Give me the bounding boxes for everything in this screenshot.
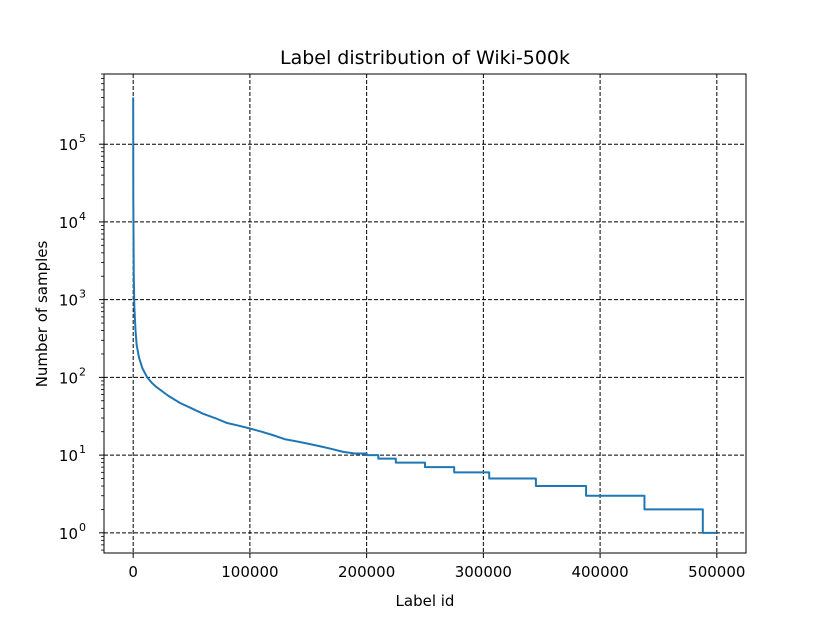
y-tick-label: 10: [59, 369, 78, 387]
series-line: [132, 97, 717, 534]
x-tick-label: 300000: [455, 563, 512, 581]
y-tick-exponent: 5: [79, 132, 86, 145]
y-tick-label: 10: [59, 214, 78, 232]
chart-title: Label distribution of Wiki-500k: [280, 47, 570, 69]
x-axis-ticks: 0 100000 200000 300000 400000 500000: [128, 553, 745, 581]
plot-frame: [103, 73, 747, 554]
y-axis-label: Number of samples: [33, 241, 51, 388]
y-tick-exponent: 0: [79, 521, 86, 534]
series-layer: [132, 97, 717, 534]
y-tick-exponent: 4: [79, 210, 86, 223]
y-tick-label: 10: [59, 136, 78, 154]
x-axis-label: Label id: [396, 592, 455, 610]
y-tick-label: 10: [59, 292, 78, 310]
x-tick-label: 0: [128, 563, 138, 581]
x-tick-label: 200000: [338, 563, 395, 581]
x-tick-label: 400000: [571, 563, 628, 581]
y-tick-exponent: 2: [79, 365, 86, 378]
y-tick-label: 10: [59, 447, 78, 465]
y-tick-exponent: 3: [79, 288, 86, 301]
grid: [104, 74, 746, 553]
y-tick-label: 10: [59, 525, 78, 543]
x-tick-label: 500000: [688, 563, 745, 581]
x-tick-label: 100000: [221, 563, 278, 581]
y-tick-exponent: 1: [79, 443, 86, 456]
